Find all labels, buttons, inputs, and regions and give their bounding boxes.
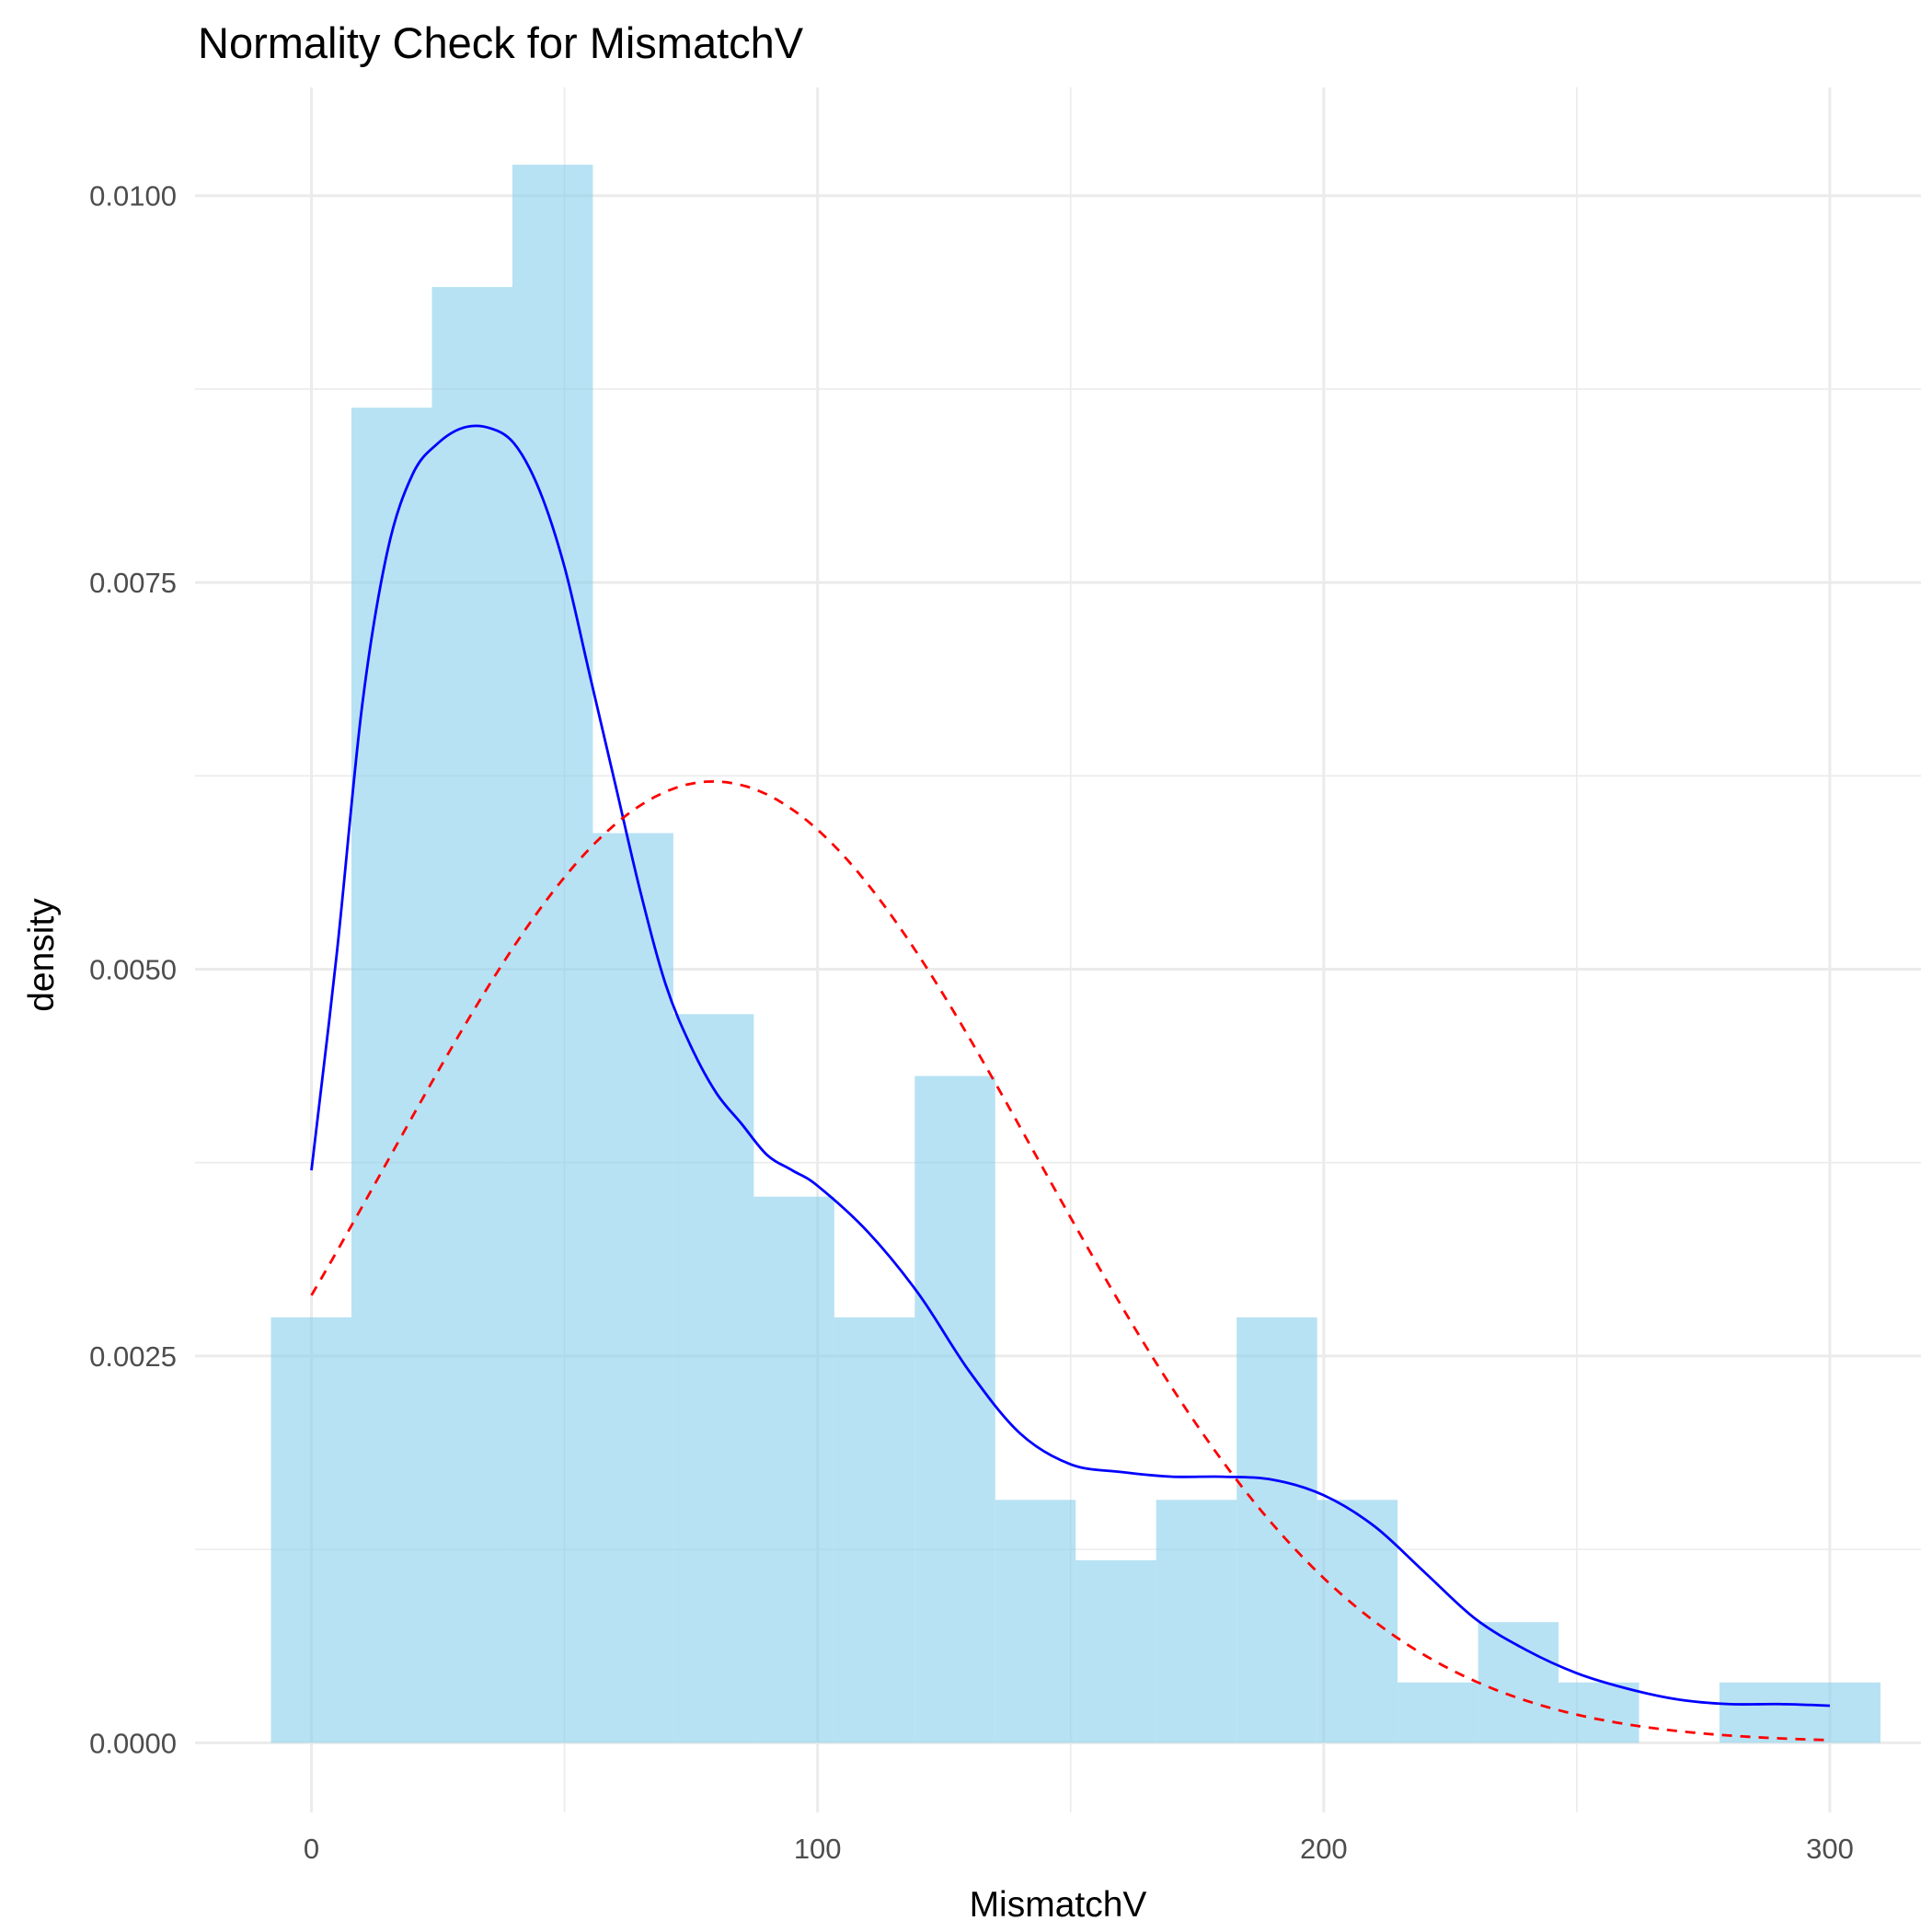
histogram-bar <box>431 286 512 1743</box>
y-tick-label: 0.0000 <box>89 1727 177 1759</box>
x-tick-label: 0 <box>304 1833 319 1865</box>
histogram-bar <box>1397 1682 1478 1743</box>
histogram-bar <box>914 1075 995 1743</box>
y-tick-label: 0.0075 <box>89 567 177 599</box>
normal-density-curve <box>310 780 1831 1742</box>
histogram-bar <box>592 833 673 1743</box>
histogram-bar <box>1156 1500 1237 1743</box>
y-tick-label: 0.0100 <box>89 180 177 213</box>
y-tick-labels: 0.0000 0.0025 0.0050 0.0075 0.0100 <box>89 180 177 1760</box>
histogram-bars <box>270 165 1880 1743</box>
x-tick-label: 100 <box>794 1833 842 1865</box>
x-tick-label: 200 <box>1300 1833 1348 1865</box>
x-tick-label: 300 <box>1806 1833 1854 1865</box>
chart-title: Normality Check for MismatchV <box>198 18 804 67</box>
x-axis-title: MismatchV <box>970 1885 1147 1925</box>
x-tick-labels: 0 100 200 300 <box>304 1833 1854 1865</box>
histogram-bar <box>1558 1682 1639 1743</box>
histogram-bar <box>834 1317 915 1743</box>
density-curves <box>310 424 1831 1742</box>
histogram-bar <box>1317 1500 1398 1743</box>
y-tick-label: 0.0025 <box>89 1340 177 1373</box>
histogram-bar <box>270 1317 351 1743</box>
histogram-bar <box>1236 1317 1317 1743</box>
histogram-bar <box>1719 1682 1800 1743</box>
histogram-bar <box>512 165 593 1743</box>
histogram-bar <box>1800 1682 1880 1743</box>
y-axis-title: density <box>22 898 62 1012</box>
histogram-bar <box>673 1014 754 1743</box>
histogram-bar <box>1075 1559 1156 1743</box>
histogram-bar <box>753 1196 834 1743</box>
y-tick-label: 0.0050 <box>89 954 177 986</box>
histogram-bar <box>995 1500 1076 1743</box>
histogram-bar <box>1478 1622 1559 1743</box>
kernel-density-curve <box>310 424 1831 1708</box>
histogram-bar <box>351 408 432 1743</box>
